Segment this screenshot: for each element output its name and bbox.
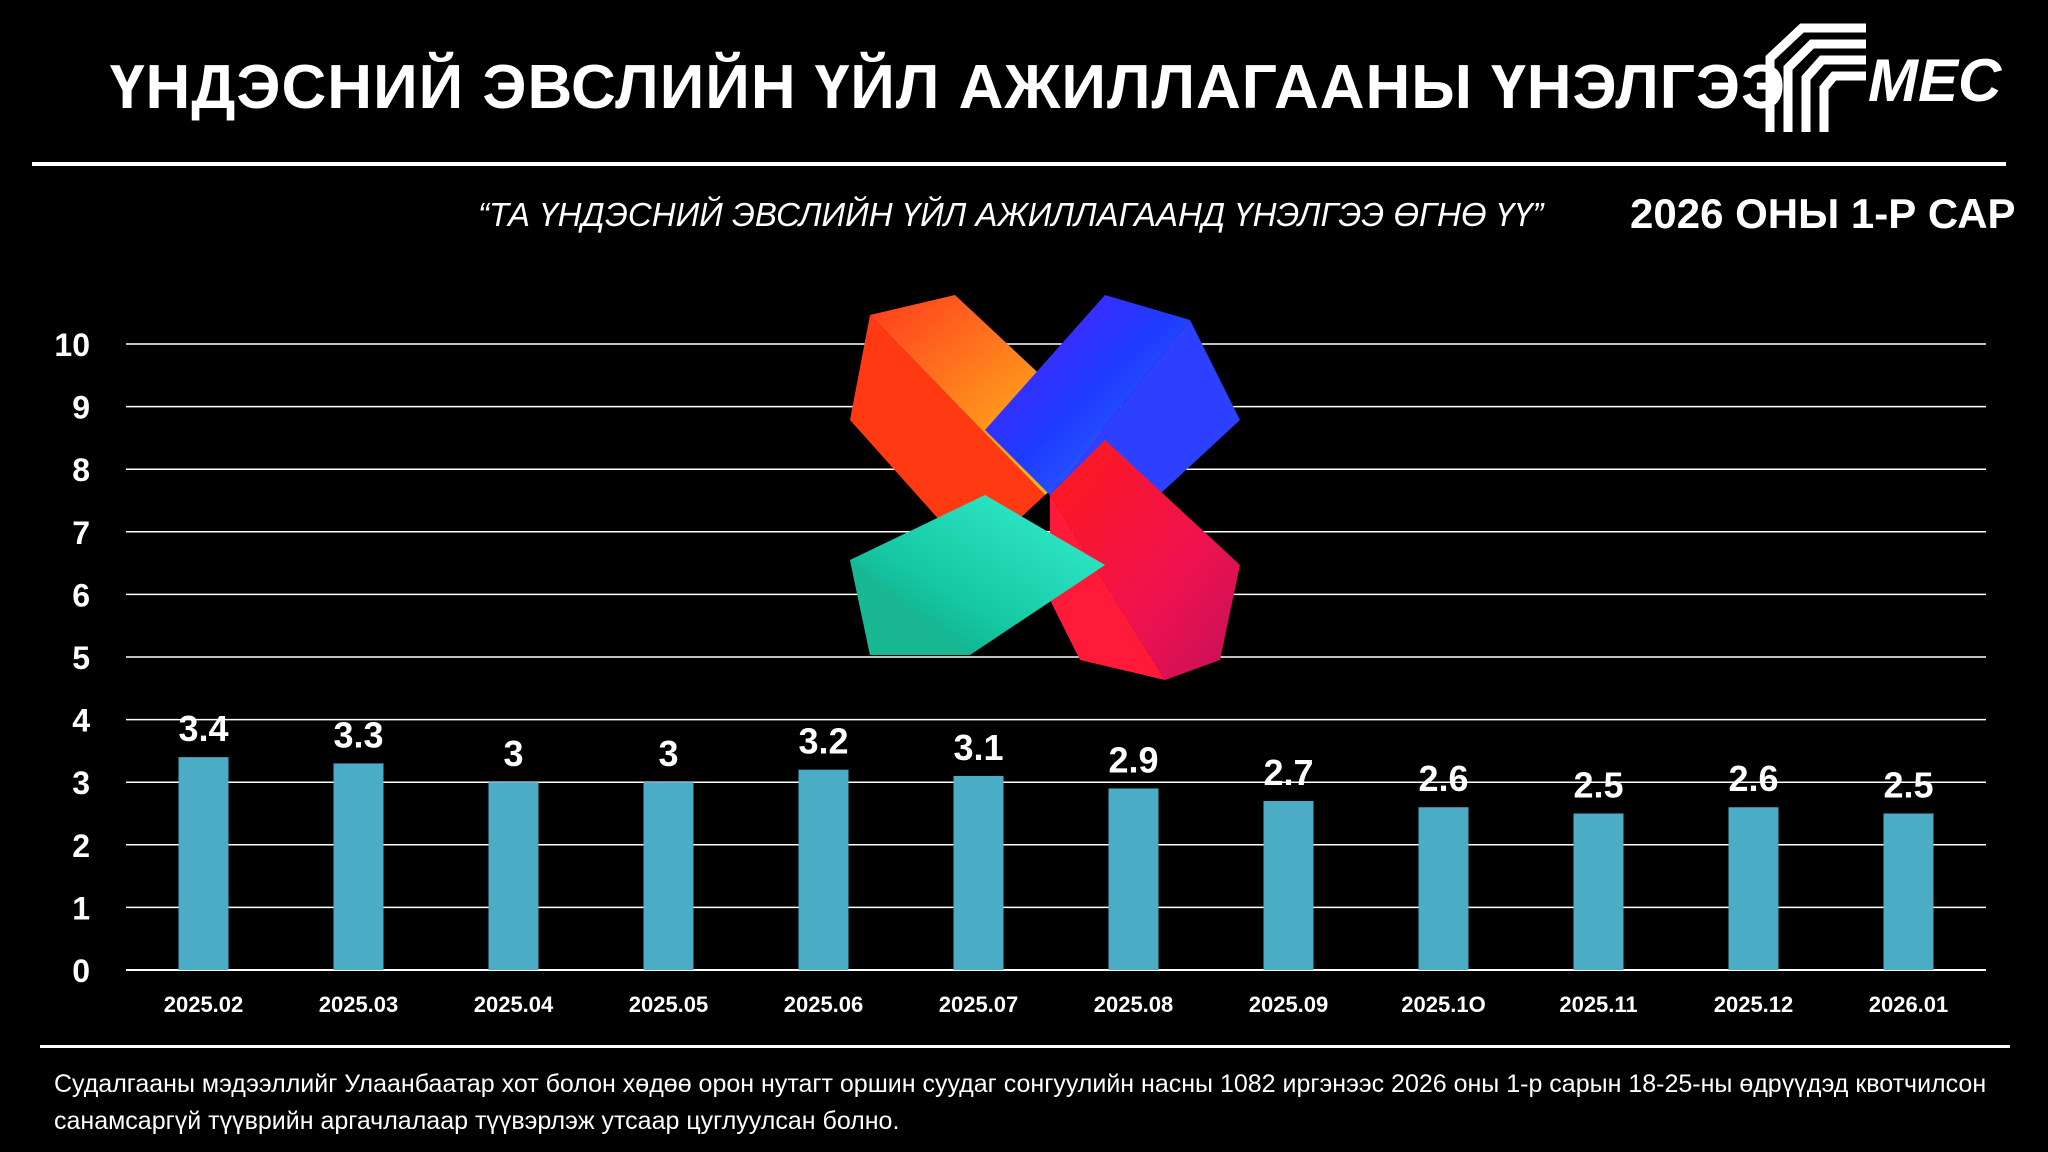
y-tick-label: 0 — [72, 953, 90, 989]
x-tick-label: 2025.08 — [1094, 992, 1174, 1017]
emblem-orange-face — [850, 315, 1045, 560]
bar — [333, 763, 384, 970]
bar-value-label: 3 — [658, 733, 678, 774]
bar — [643, 782, 694, 970]
survey-period: 2026 ОНЫ 1-Р САР — [1630, 190, 2016, 237]
x-tick-label: 2025.12 — [1714, 992, 1794, 1017]
bar — [1883, 813, 1934, 970]
bar-value-label: 3 — [503, 733, 523, 774]
y-tick-label: 9 — [72, 390, 90, 426]
bar — [1108, 788, 1159, 970]
emblem-blue-arm — [985, 295, 1190, 495]
x-tick-label: 2025.02 — [164, 992, 244, 1017]
mec-logo-icon — [1765, 23, 1866, 132]
bar-value-label: 2.6 — [1728, 758, 1778, 799]
x-tick-label: 2025.03 — [319, 992, 399, 1017]
header-divider — [32, 162, 2006, 166]
bar-value-label: 3.1 — [953, 727, 1003, 768]
bar — [953, 775, 1004, 970]
emblem-red-arm — [1050, 440, 1240, 680]
y-tick-label: 6 — [72, 577, 90, 613]
bar-value-label: 3.4 — [178, 708, 228, 749]
bar-value-label: 2.5 — [1573, 765, 1623, 806]
x-tick-label: 2025.06 — [784, 992, 864, 1017]
footer-divider — [40, 1045, 2010, 1048]
x-tick-label: 2025.04 — [474, 992, 554, 1017]
y-tick-label: 1 — [72, 890, 90, 926]
x-tick-label: 2025.05 — [629, 992, 709, 1017]
emblem-icon — [850, 295, 1240, 680]
y-tick-label: 10 — [54, 327, 90, 363]
bar-value-label: 2.9 — [1108, 739, 1158, 780]
emblem-teal-face — [850, 560, 970, 655]
x-tick-label: 2025.09 — [1249, 992, 1329, 1017]
y-tick-label: 8 — [72, 452, 90, 488]
survey-question: “ТА ҮНДЭСНИЙ ЭВСЛИЙН ҮЙЛ АЖИЛЛАГААНД ҮНЭ… — [478, 196, 1544, 233]
bar — [1263, 800, 1314, 970]
bar-value-label: 2.5 — [1883, 765, 1933, 806]
y-tick-label: 7 — [72, 515, 90, 551]
bar — [1418, 807, 1469, 970]
bar — [1573, 813, 1624, 970]
bar-value-label: 3.3 — [333, 714, 383, 755]
bar — [178, 757, 229, 970]
bar — [1728, 807, 1779, 970]
x-tick-label: 2026.01 — [1869, 992, 1949, 1017]
bar-value-label: 2.6 — [1418, 758, 1468, 799]
y-tick-label: 2 — [72, 828, 90, 864]
y-tick-label: 4 — [72, 703, 90, 739]
y-tick-label: 3 — [72, 765, 90, 801]
emblem-red-face — [1050, 495, 1165, 680]
bar — [488, 782, 539, 970]
y-tick-label: 5 — [72, 640, 90, 676]
chart-title: ҮНДЭСНИЙ ЭВСЛИЙН ҮЙЛ АЖИЛЛАГААНЫ ҮНЭЛГЭЭ — [110, 53, 1787, 122]
bar-value-label: 3.2 — [798, 721, 848, 762]
x-tick-label: 2025.1O — [1401, 992, 1485, 1017]
x-tick-label: 2025.07 — [939, 992, 1019, 1017]
x-tick-label: 2025.11 — [1559, 992, 1637, 1017]
logo-text: MEC — [1868, 47, 2002, 114]
bar — [798, 769, 849, 970]
bar-value-label: 2.7 — [1263, 752, 1313, 793]
methodology-note: Судалгааны мэдээллийг Улаанбаатар хот бо… — [54, 1070, 1987, 1135]
